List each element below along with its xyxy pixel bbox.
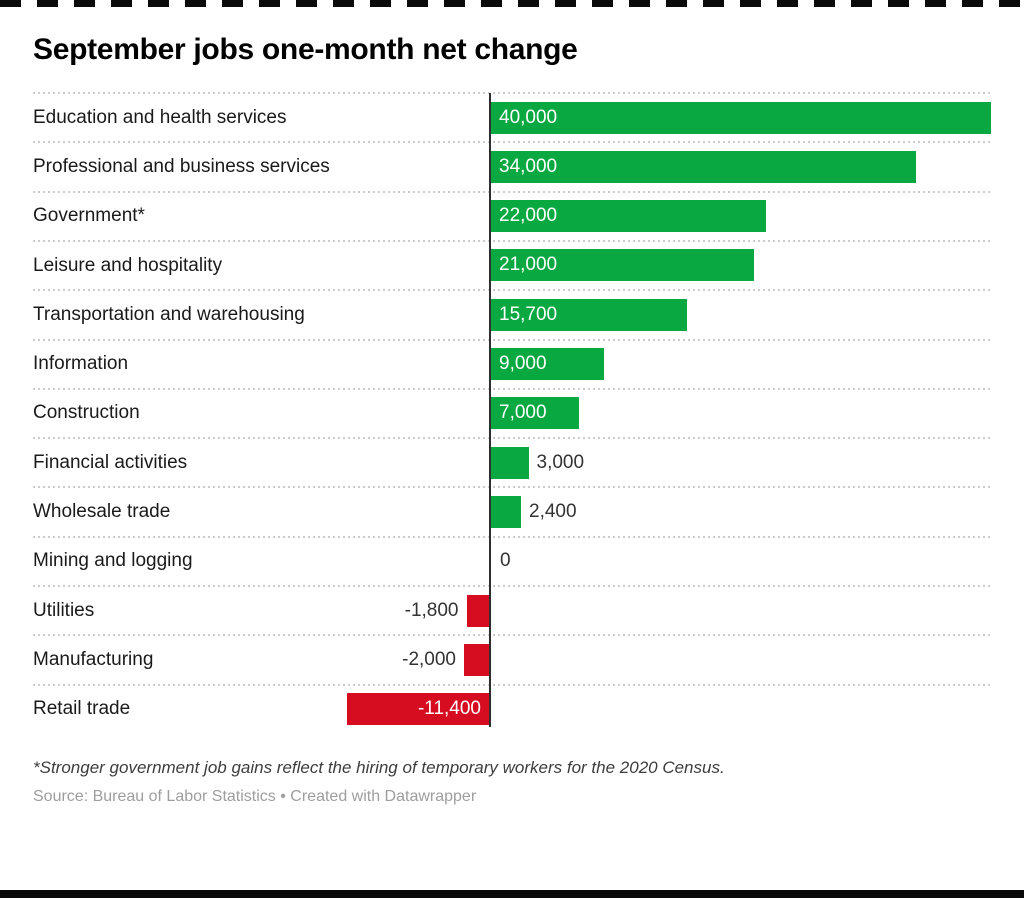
row-gridline — [33, 190, 991, 193]
category-label: Leisure and hospitality — [33, 254, 223, 276]
positive-bar — [491, 348, 604, 380]
category-label: Utilities — [33, 599, 95, 621]
bar-chart: Education and health services 40,000 Profe… — [33, 92, 991, 728]
value-label: 34,000 — [499, 155, 558, 177]
category-label: Education and health services — [33, 106, 287, 128]
positive-bar — [491, 298, 688, 331]
value-label: 9,000 — [499, 353, 547, 374]
category-label: Retail trade — [33, 698, 131, 720]
category-label: Professional and business services — [33, 155, 330, 177]
row-gridline — [33, 683, 991, 686]
negative-bar — [466, 594, 489, 627]
positive-bar — [491, 200, 766, 233]
value-label: 2,400 — [529, 500, 577, 522]
value-label: 0 — [500, 550, 511, 572]
chart-footnote: *Stronger government job gains reflect t… — [33, 758, 725, 777]
negative-bar — [464, 643, 489, 676]
row-gridline — [33, 338, 991, 341]
row-gridline — [33, 634, 991, 637]
positive-bar — [491, 397, 579, 430]
bottom-bar — [0, 890, 1024, 898]
category-label: Manufacturing — [33, 648, 154, 670]
row-gridline — [33, 437, 991, 440]
top-crop-marks — [0, 0, 1024, 7]
category-label: Transportation and warehousing — [33, 303, 305, 325]
category-label: Information — [33, 353, 129, 375]
chart-source: Source: Bureau of Labor Statistics • Cre… — [33, 788, 477, 805]
category-label: Government* — [33, 205, 145, 227]
value-label: 15,700 — [499, 303, 558, 325]
positive-bar — [491, 446, 529, 479]
positive-bar — [491, 495, 521, 528]
value-label: -2,000 — [402, 648, 456, 670]
row-gridline — [33, 585, 991, 587]
value-label: 22,000 — [499, 205, 558, 227]
value-label: -1,800 — [404, 599, 459, 621]
row-gridline — [33, 289, 991, 292]
positive-bar — [491, 249, 754, 282]
category-label: Financial activities — [33, 451, 188, 473]
chart-title: September jobs one-month net change — [33, 33, 578, 66]
row-gridline — [33, 535, 991, 538]
value-label: 7,000 — [499, 402, 547, 424]
value-label: 3,000 — [536, 451, 585, 473]
negative-bar — [346, 693, 489, 726]
category-label: Wholesale trade — [33, 501, 171, 523]
value-label: 40,000 — [499, 106, 558, 128]
positive-bar — [491, 150, 916, 183]
row-gridline — [33, 486, 991, 489]
row-gridline — [33, 239, 991, 242]
zero-axis-line — [489, 93, 491, 728]
positive-bar — [491, 101, 991, 134]
category-label: Mining and logging — [33, 550, 193, 572]
value-label: -11,400 — [417, 698, 481, 720]
row-gridline — [33, 387, 991, 390]
row-gridline — [33, 92, 991, 94]
value-label: 21,000 — [499, 254, 558, 276]
category-label: Construction — [33, 402, 140, 424]
row-gridline — [33, 141, 991, 144]
